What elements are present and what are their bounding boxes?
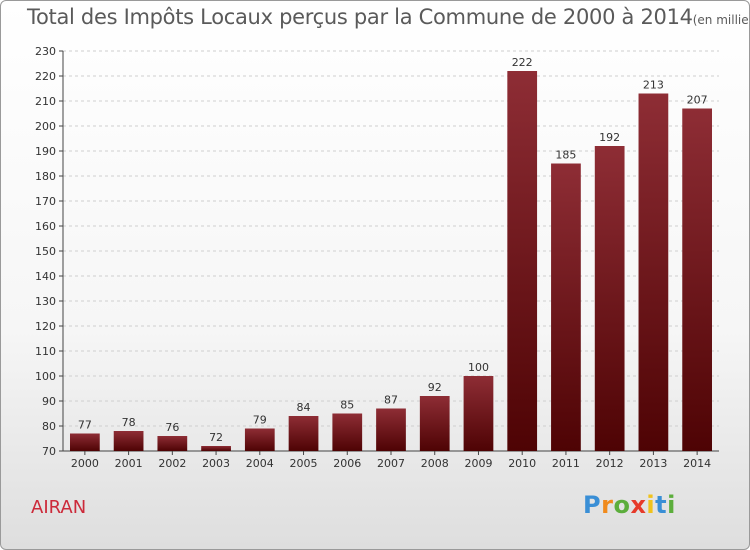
chart-title-text: Total des Impôts Locaux perçus par la Co…: [27, 5, 693, 29]
proxiti-logo: Proxiti: [583, 491, 676, 519]
logo-letter: r: [601, 491, 614, 519]
data-label-2004: 79: [253, 414, 267, 427]
x-tick-label-2014: 2014: [683, 457, 711, 470]
chart-unit: (en milliers d'€): [692, 13, 749, 27]
y-tick-label: 170: [35, 195, 56, 208]
bar-2010: [507, 71, 538, 451]
data-label-2014: 207: [687, 94, 708, 107]
y-tick-label: 150: [35, 245, 56, 258]
bar-2001: [113, 431, 144, 451]
y-tick-label: 70: [42, 445, 56, 458]
y-tick-label: 200: [35, 120, 56, 133]
logo-letter: o: [613, 491, 631, 519]
bar-2012: [594, 146, 625, 451]
logo-letter: i: [667, 491, 676, 519]
data-label-2000: 77: [78, 419, 92, 432]
y-tick-label: 100: [35, 370, 56, 383]
data-label-2003: 72: [209, 431, 223, 444]
chart-title: Total des Impôts Locaux perçus par la Co…: [27, 5, 749, 29]
x-tick-label-2012: 2012: [596, 457, 624, 470]
bar-2008: [419, 396, 450, 451]
y-tick-label: 180: [35, 170, 56, 183]
bar-2006: [332, 413, 363, 451]
y-tick-label: 220: [35, 70, 56, 83]
commune-name: AIRAN: [31, 497, 87, 518]
y-tick-label: 90: [42, 395, 56, 408]
x-tick-label-2001: 2001: [115, 457, 143, 470]
data-label-2012: 192: [599, 131, 620, 144]
data-label-2005: 84: [297, 401, 311, 414]
x-tick-label-2000: 2000: [71, 457, 99, 470]
data-label-2011: 185: [555, 149, 576, 162]
bar-2003: [201, 446, 231, 451]
y-tick-label: 110: [35, 345, 56, 358]
x-tick-label-2007: 2007: [377, 457, 405, 470]
bar-2014: [682, 108, 713, 451]
bar-2004: [244, 428, 275, 451]
bar-2005: [288, 416, 319, 451]
bar-2009: [463, 376, 494, 451]
y-tick-label: 160: [35, 220, 56, 233]
logo-letter: t: [655, 491, 668, 519]
x-tick-label-2006: 2006: [333, 457, 361, 470]
x-tick-label-2002: 2002: [158, 457, 186, 470]
x-tick-label-2010: 2010: [508, 457, 536, 470]
data-label-2013: 213: [643, 79, 664, 92]
y-tick-label: 140: [35, 270, 56, 283]
logo-letter: P: [583, 491, 602, 519]
x-tick-label-2003: 2003: [202, 457, 230, 470]
bar-2007: [376, 408, 406, 451]
data-label-2007: 87: [384, 394, 398, 407]
data-label-2002: 76: [165, 421, 179, 434]
data-label-2001: 78: [122, 416, 136, 429]
bar-2011: [551, 163, 581, 451]
x-tick-label-2011: 2011: [552, 457, 580, 470]
x-tick-label-2008: 2008: [421, 457, 449, 470]
bar-2013: [638, 93, 669, 451]
y-tick-label: 230: [35, 45, 56, 58]
data-label-2008: 92: [428, 381, 442, 394]
x-tick-label-2005: 2005: [290, 457, 318, 470]
bar-2002: [157, 436, 188, 451]
logo-letter: x: [630, 491, 647, 519]
y-tick-label: 120: [35, 320, 56, 333]
y-tick-label: 190: [35, 145, 56, 158]
data-label-2009: 100: [468, 361, 489, 374]
data-label-2006: 85: [340, 399, 354, 412]
logo-letter: i: [646, 491, 656, 519]
x-tick-label-2013: 2013: [639, 457, 667, 470]
y-tick-label: 130: [35, 295, 56, 308]
y-tick-label: 80: [42, 420, 56, 433]
x-tick-label-2004: 2004: [246, 457, 274, 470]
y-tick-label: 210: [35, 95, 56, 108]
data-label-2010: 222: [512, 56, 533, 69]
x-tick-label-2009: 2009: [464, 457, 492, 470]
bar-2000: [69, 433, 100, 451]
